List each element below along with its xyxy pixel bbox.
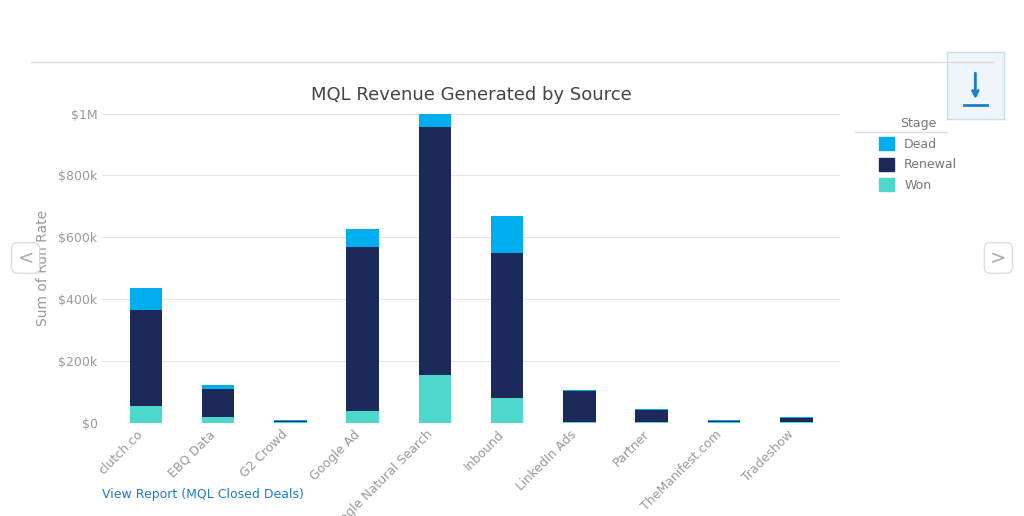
Bar bbox=[490, 253, 523, 398]
Bar bbox=[563, 391, 596, 422]
Bar bbox=[202, 385, 234, 389]
Bar bbox=[780, 417, 813, 418]
Bar bbox=[636, 422, 668, 423]
Bar bbox=[419, 127, 452, 375]
Bar bbox=[490, 216, 523, 253]
Bar bbox=[708, 420, 740, 421]
Bar bbox=[563, 422, 596, 423]
Bar bbox=[419, 110, 452, 127]
Text: >: > bbox=[990, 249, 1007, 267]
Text: <: < bbox=[17, 249, 34, 267]
Bar bbox=[636, 410, 668, 422]
Bar bbox=[346, 247, 379, 411]
Bar bbox=[129, 288, 162, 310]
Bar bbox=[274, 421, 306, 422]
Bar bbox=[129, 406, 162, 423]
Bar bbox=[708, 421, 740, 422]
Text: View Report (MQL Closed Deals): View Report (MQL Closed Deals) bbox=[102, 488, 304, 501]
Bar bbox=[490, 398, 523, 423]
Bar bbox=[129, 310, 162, 406]
Bar bbox=[780, 422, 813, 423]
Bar bbox=[346, 229, 379, 247]
Bar bbox=[274, 422, 306, 423]
Legend: Dead, Renewal, Won: Dead, Renewal, Won bbox=[876, 114, 962, 196]
Bar bbox=[636, 409, 668, 410]
Bar bbox=[780, 418, 813, 422]
Bar bbox=[202, 417, 234, 423]
Bar bbox=[419, 375, 452, 423]
Bar bbox=[563, 390, 596, 391]
Bar bbox=[346, 411, 379, 423]
Bar bbox=[202, 389, 234, 417]
Bar bbox=[708, 422, 740, 423]
Y-axis label: Sum of Run Rate: Sum of Run Rate bbox=[36, 210, 50, 327]
Title: MQL Revenue Generated by Source: MQL Revenue Generated by Source bbox=[310, 86, 632, 104]
